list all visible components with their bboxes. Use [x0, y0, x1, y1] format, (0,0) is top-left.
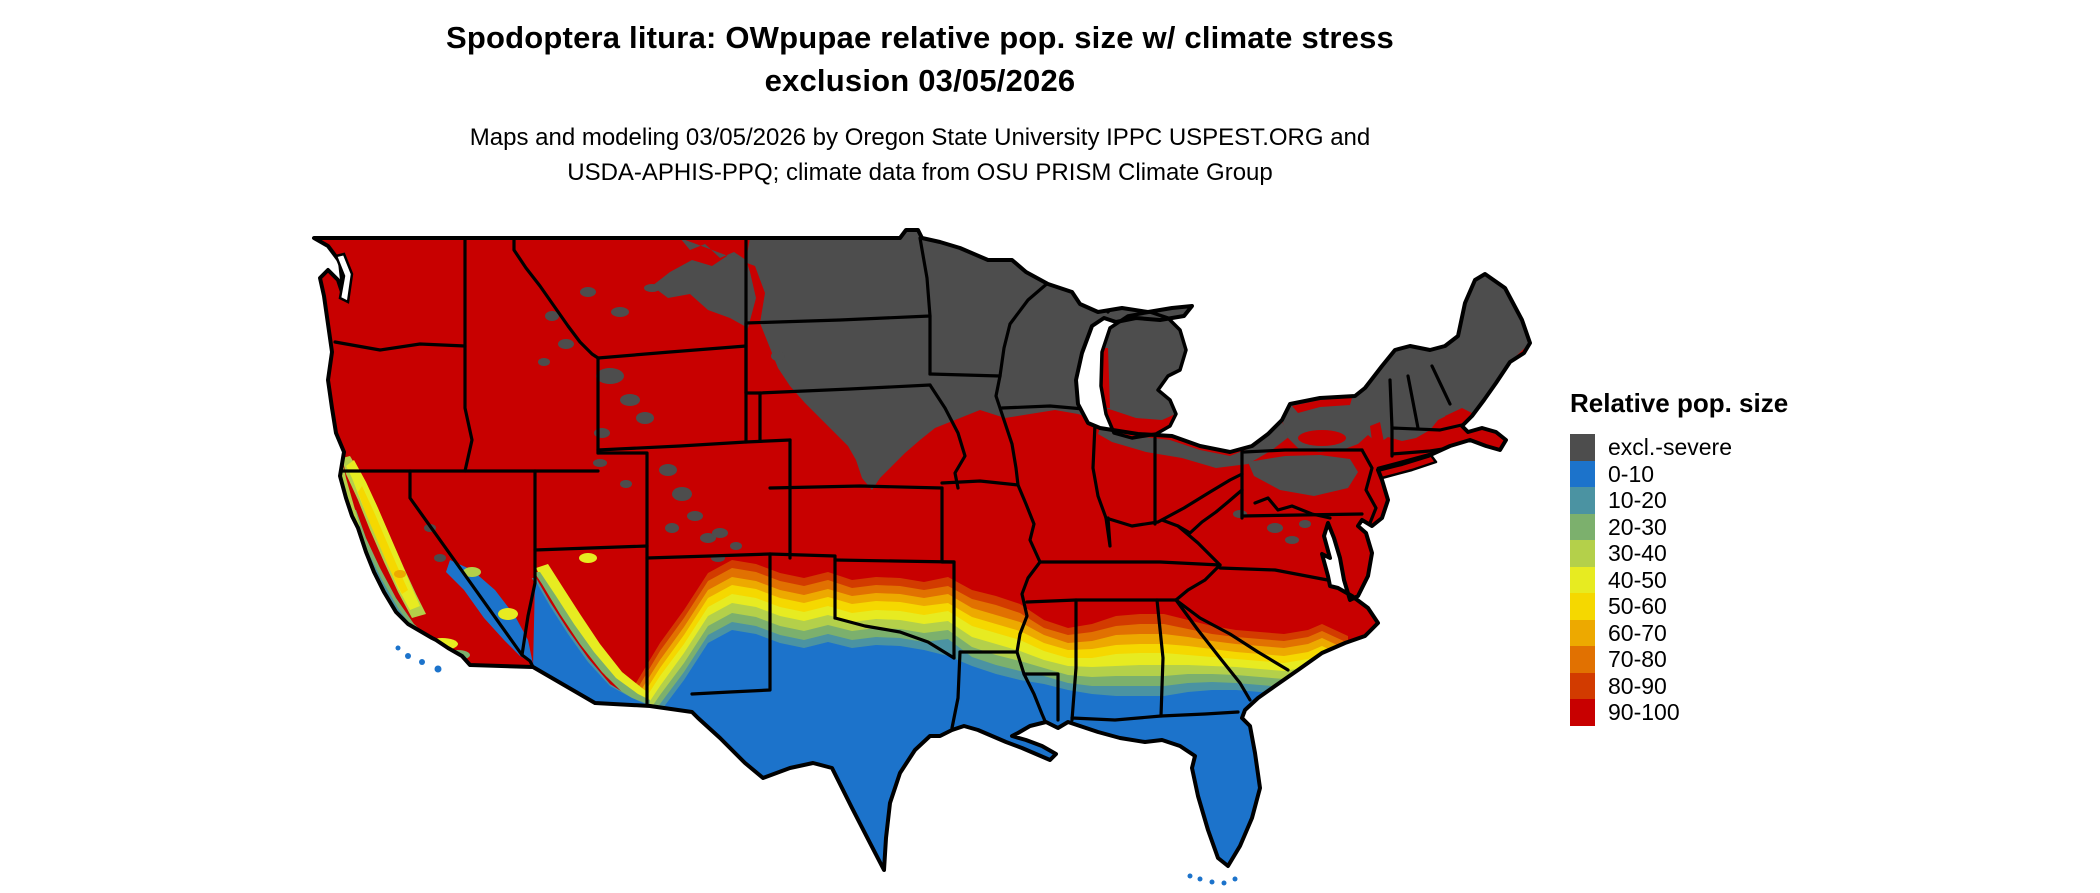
- legend-item: 80-90: [1570, 672, 1870, 699]
- legend-item-label: 90-100: [1608, 699, 1680, 725]
- map-socal-red-patch: [442, 655, 454, 663]
- page-subtitle: Maps and modeling 03/05/2026 by Oregon S…: [140, 120, 1700, 190]
- legend-item: 50-60: [1570, 593, 1870, 620]
- legend-item-label: 80-90: [1608, 672, 1667, 699]
- legend-item-label: 0-10: [1608, 460, 1655, 487]
- map-gray-pennsylvania-north: [1248, 455, 1358, 496]
- map-gray-mountain-specks: [424, 284, 1311, 562]
- legend-item: 60-70: [1570, 619, 1870, 646]
- legend-rows: excl.-severe 0-10 10-20 20-30 30-40 40-50 50-6…: [1570, 434, 1870, 726]
- map-gray-montana-wedge: [652, 254, 756, 328]
- map-region-michigan: [1101, 312, 1186, 438]
- legend-item: excl.-severe: [1570, 434, 1870, 461]
- legend-swatch: [1570, 434, 1595, 461]
- map-state-borders: [314, 236, 1468, 730]
- legend-item-label: 70-80: [1608, 646, 1667, 672]
- page-subtitle-line1: Maps and modeling 03/05/2026 by Oregon S…: [469, 124, 1371, 151]
- map-gray-north-region: [680, 230, 1192, 490]
- map-valley-orange-speck: [394, 570, 406, 578]
- legend-item-label: 20-30: [1608, 513, 1667, 540]
- legend-item: 0-10: [1570, 460, 1870, 487]
- page-title-line2: exclusion 03/05/2026: [764, 63, 1076, 98]
- map-ca-valley-gold: [358, 486, 408, 594]
- map-gray-northeast-region: [1282, 274, 1530, 452]
- legend-swatch: [1570, 487, 1595, 514]
- legend-swatch: [1570, 513, 1595, 540]
- map-red-hudson-streak: [1370, 422, 1386, 456]
- us-risk-map: [300, 228, 1540, 888]
- legend-item-label: 10-20: [1608, 487, 1667, 513]
- legend-swatch: [1570, 619, 1595, 646]
- map-az-blue-region: [533, 580, 650, 706]
- legend-item: 90-100: [1570, 699, 1870, 726]
- map-land-fills: [314, 230, 1530, 870]
- map-mojave-green-speck: [463, 567, 481, 577]
- legend-item: 20-30: [1570, 513, 1870, 540]
- map-az-green-fringe: [534, 572, 650, 708]
- legend-swatch: [1570, 566, 1595, 593]
- map-stgeorge-yellow-speck: [579, 553, 597, 563]
- map-michigan-outline: [1099, 310, 1188, 440]
- legend-swatch: [1570, 540, 1595, 567]
- page-title-line1: Spodoptera litura: OWpupae relative pop.…: [445, 20, 1394, 55]
- legend-item-label: 30-40: [1608, 540, 1667, 566]
- map-red-ontario-shore-strip: [1292, 398, 1352, 413]
- legend-item-label: excl.-severe: [1608, 434, 1732, 460]
- map-puget-sound: [334, 252, 354, 304]
- legend-item: 30-40: [1570, 540, 1870, 567]
- map-islands: [395, 645, 1238, 886]
- legend: Relative pop. size excl.-severe 0-10 10-20…: [1570, 388, 1870, 726]
- legend-item: 10-20: [1570, 487, 1870, 514]
- legend-swatch: [1570, 460, 1595, 487]
- legend-item-label: 60-70: [1608, 619, 1667, 646]
- map-mojave-yellow-speck: [498, 608, 518, 620]
- page-subtitle-line2: USDA-APHIS-PPQ; climate data from OSU PR…: [567, 159, 1273, 186]
- legend-item-label: 40-50: [1608, 566, 1667, 593]
- us-risk-map-svg: [312, 228, 1532, 886]
- legend-swatch: [1570, 593, 1595, 620]
- map-red-westernny-patch: [1298, 430, 1346, 446]
- legend-title: Relative pop. size: [1570, 388, 1789, 418]
- legend-item: 40-50: [1570, 566, 1870, 593]
- page-title: Spodoptera litura: OWpupae relative pop.…: [140, 16, 1700, 102]
- legend-swatch: [1570, 646, 1595, 673]
- map-michigan-mitten: [1101, 312, 1186, 438]
- legend-item-label: 50-60: [1608, 593, 1667, 619]
- legend-item: 70-80: [1570, 646, 1870, 673]
- legend-swatch: [1570, 672, 1595, 699]
- map-az-yellow-fringe: [536, 564, 650, 708]
- legend-swatch: [1570, 699, 1595, 726]
- map-nation-outline: [312, 228, 1532, 872]
